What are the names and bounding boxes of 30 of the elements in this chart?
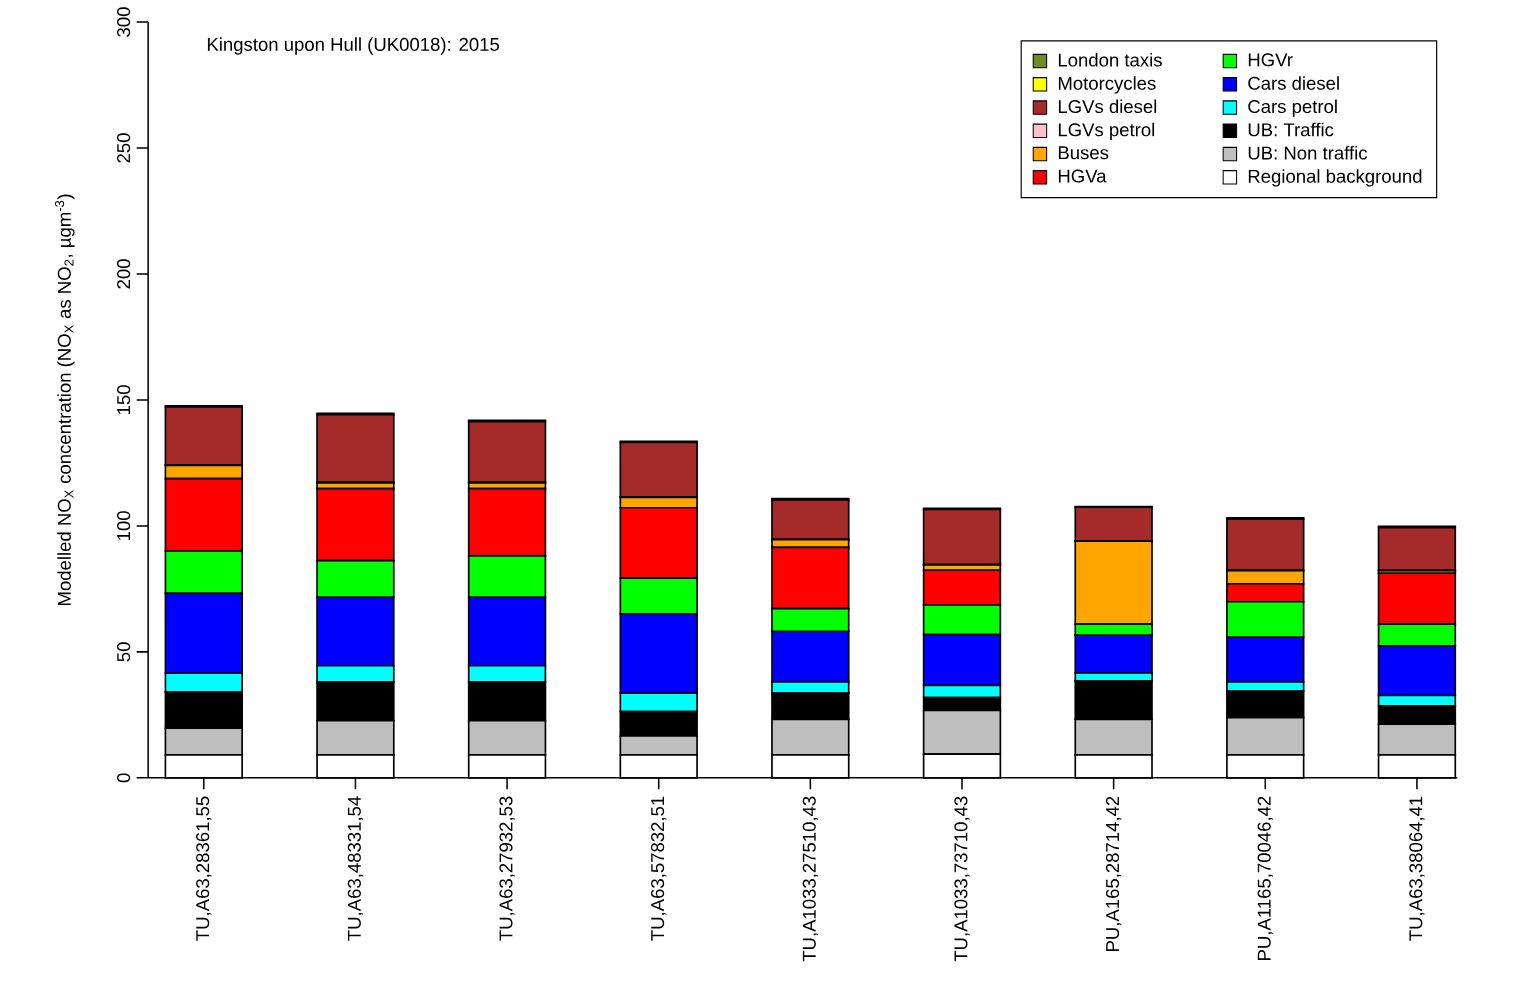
y-tick-label: 200 bbox=[117, 259, 131, 289]
legend-label: London taxis bbox=[1058, 52, 1162, 67]
x-tick-label: TU,A1033,27510,43 bbox=[802, 796, 819, 962]
x-tick-label: PU,A165,28714,42 bbox=[1105, 796, 1122, 951]
y-tick-label: 0 bbox=[117, 773, 131, 783]
legend-label: Regional background bbox=[1248, 169, 1422, 187]
x-tick-label: TU,A63,28361,55 bbox=[196, 796, 212, 941]
legend-label: LGVs diesel bbox=[1058, 99, 1157, 113]
legend-label: UB: Traffic bbox=[1248, 122, 1334, 137]
x-tick-label: TU,A63,38064,41 bbox=[1409, 796, 1425, 941]
legend-label: UB: Non traffic bbox=[1248, 145, 1368, 160]
x-tick-label: TU,A1033,73710,43 bbox=[954, 796, 970, 962]
legend-label: Motorcycles bbox=[1058, 76, 1156, 94]
legend-label: Cars diesel bbox=[1248, 76, 1339, 90]
x-tick-label: TU,A63,57832,51 bbox=[651, 796, 667, 941]
x-tick-label: TU,A63,27932,53 bbox=[499, 796, 515, 941]
y-tick-label: 100 bbox=[117, 511, 131, 540]
text: Modelled NO$_{X}$ concentration (NO$_{X}$ as NO$_{2}$, µgm$^{-3}$) bbox=[54, 194, 75, 605]
legend-label: Buses bbox=[1058, 146, 1109, 160]
x-tick-label: TU,A63,48331,54 bbox=[347, 796, 364, 941]
y-tick-label: 150 bbox=[117, 385, 131, 414]
x-tick-label: PU,A1165,70046,42 bbox=[1257, 796, 1273, 960]
legend-label: LGVs petrol bbox=[1058, 122, 1155, 140]
legend-label: HGVa bbox=[1058, 169, 1107, 183]
legend-label: HGVr bbox=[1248, 53, 1293, 67]
legend-label: Cars petrol bbox=[1248, 99, 1337, 117]
y-tick-label: 250 bbox=[117, 133, 131, 163]
y-tick-label: 50 bbox=[117, 642, 131, 662]
y-tick-label: 300 bbox=[117, 7, 131, 37]
text: Kingston upon Hull (UK0018): 2015 bbox=[207, 37, 500, 55]
